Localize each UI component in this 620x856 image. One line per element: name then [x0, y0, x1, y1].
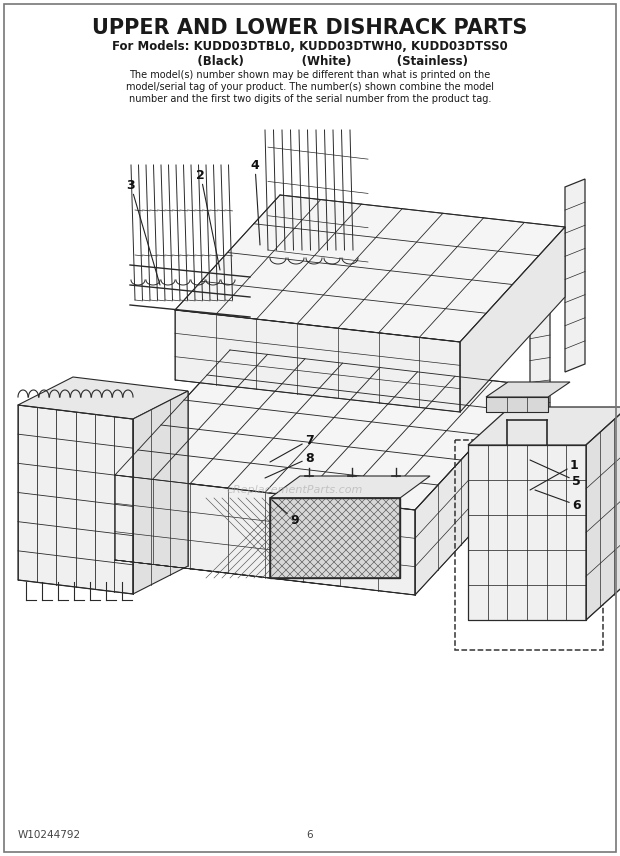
Polygon shape [270, 498, 400, 578]
Text: 2: 2 [197, 169, 220, 270]
Polygon shape [133, 391, 188, 594]
Polygon shape [270, 476, 430, 498]
Bar [455, 440, 603, 650]
Text: (Black)              (White)           (Stainless): (Black) (White) (Stainless) [152, 55, 468, 68]
Polygon shape [468, 407, 620, 445]
Text: For Models: KUDD03DTBL0, KUDD03DTWH0, KUDD03DTSS0: For Models: KUDD03DTBL0, KUDD03DTWH0, KU… [112, 40, 508, 53]
Polygon shape [486, 382, 570, 397]
Text: W10244792: W10244792 [18, 830, 81, 840]
Polygon shape [175, 195, 565, 342]
Text: 4: 4 [250, 158, 260, 245]
Polygon shape [486, 397, 548, 412]
Text: 8: 8 [265, 451, 314, 478]
Text: UPPER AND LOWER DISHRACK PARTS: UPPER AND LOWER DISHRACK PARTS [92, 18, 528, 38]
Text: 6: 6 [307, 830, 313, 840]
Polygon shape [230, 345, 250, 435]
Polygon shape [115, 475, 415, 595]
Polygon shape [415, 385, 530, 595]
Text: number and the first two digits of the serial number from the product tag.: number and the first two digits of the s… [129, 94, 491, 104]
Polygon shape [18, 377, 188, 419]
Polygon shape [468, 445, 586, 620]
Text: eReplacementParts.com: eReplacementParts.com [227, 485, 363, 495]
Text: 7: 7 [270, 433, 314, 462]
Polygon shape [530, 290, 550, 470]
Text: 1: 1 [530, 459, 578, 490]
Polygon shape [115, 350, 530, 510]
Polygon shape [586, 407, 620, 620]
Text: model/serial tag of your product. The number(s) shown combine the model: model/serial tag of your product. The nu… [126, 82, 494, 92]
Text: 5: 5 [530, 460, 581, 488]
Polygon shape [565, 179, 585, 372]
Text: 6: 6 [535, 490, 580, 512]
Text: 3: 3 [126, 179, 160, 285]
Polygon shape [460, 227, 565, 412]
Text: 9: 9 [272, 500, 299, 526]
Text: The model(s) number shown may be different than what is printed on the: The model(s) number shown may be differe… [130, 70, 490, 80]
Polygon shape [18, 405, 133, 594]
Polygon shape [175, 310, 460, 412]
